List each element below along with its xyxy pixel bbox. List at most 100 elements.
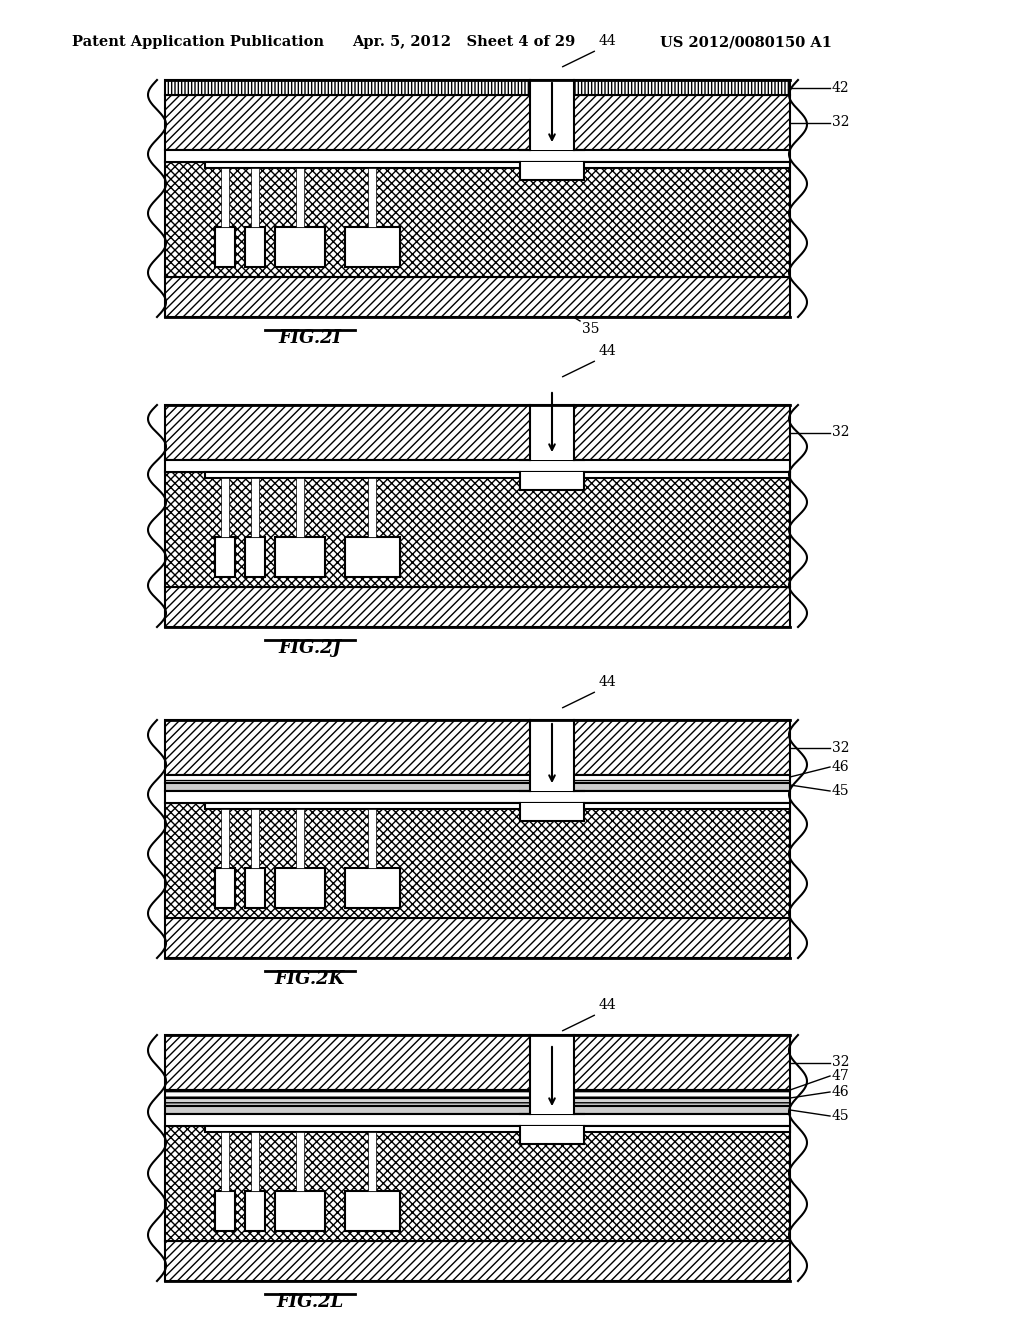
Bar bbox=[165, 775, 790, 783]
Bar bbox=[205, 162, 790, 168]
Bar bbox=[245, 1191, 265, 1232]
Text: 32: 32 bbox=[831, 1056, 850, 1069]
Bar bbox=[165, 1035, 790, 1090]
Bar bbox=[530, 1035, 574, 1114]
Text: Apr. 5, 2012   Sheet 4 of 29: Apr. 5, 2012 Sheet 4 of 29 bbox=[352, 36, 575, 49]
Bar bbox=[165, 917, 790, 958]
Bar bbox=[520, 803, 584, 821]
Bar bbox=[165, 803, 790, 917]
Bar bbox=[165, 405, 790, 459]
Bar bbox=[221, 1133, 229, 1191]
Text: 42: 42 bbox=[831, 81, 850, 95]
Bar bbox=[345, 227, 400, 267]
Bar bbox=[165, 719, 790, 775]
Bar bbox=[245, 537, 265, 577]
Bar bbox=[165, 1126, 790, 1241]
Bar bbox=[296, 168, 304, 227]
Bar bbox=[205, 803, 790, 809]
Bar bbox=[165, 162, 790, 277]
Bar bbox=[165, 162, 790, 277]
Bar bbox=[165, 587, 790, 627]
Bar bbox=[221, 168, 229, 227]
Text: FIG.2J: FIG.2J bbox=[279, 639, 342, 657]
Bar bbox=[221, 809, 229, 869]
Bar bbox=[165, 405, 790, 459]
Bar bbox=[275, 227, 325, 267]
Bar bbox=[165, 1098, 790, 1106]
Bar bbox=[165, 277, 790, 317]
Bar bbox=[368, 478, 376, 537]
Text: 32: 32 bbox=[831, 741, 850, 755]
Bar bbox=[251, 168, 259, 227]
Text: 32: 32 bbox=[831, 425, 850, 440]
Bar bbox=[165, 1035, 790, 1090]
Text: 45: 45 bbox=[831, 1109, 850, 1123]
Text: 35: 35 bbox=[582, 322, 599, 337]
Bar bbox=[345, 537, 400, 577]
Bar bbox=[520, 1126, 584, 1144]
Bar bbox=[275, 1191, 325, 1232]
Bar bbox=[165, 917, 790, 958]
Bar bbox=[165, 783, 790, 791]
Bar bbox=[245, 227, 265, 267]
Text: 45: 45 bbox=[831, 784, 850, 799]
Bar bbox=[530, 405, 574, 459]
Bar bbox=[165, 95, 790, 150]
Bar bbox=[165, 95, 790, 150]
Text: 47: 47 bbox=[831, 1069, 850, 1082]
Bar bbox=[520, 473, 584, 490]
Text: 44: 44 bbox=[599, 345, 616, 358]
Bar bbox=[221, 478, 229, 537]
Bar bbox=[165, 775, 790, 783]
Bar bbox=[165, 587, 790, 627]
Bar bbox=[165, 1090, 790, 1098]
Bar bbox=[275, 869, 325, 908]
Bar bbox=[345, 1191, 400, 1232]
Bar bbox=[215, 227, 234, 267]
Text: 46: 46 bbox=[831, 760, 850, 774]
Bar bbox=[165, 459, 790, 473]
Bar bbox=[165, 1098, 790, 1106]
Bar bbox=[165, 1114, 790, 1126]
Bar bbox=[368, 809, 376, 869]
Text: Patent Application Publication: Patent Application Publication bbox=[72, 36, 324, 49]
Bar bbox=[215, 537, 234, 577]
Bar bbox=[251, 1133, 259, 1191]
Bar bbox=[296, 1133, 304, 1191]
Bar bbox=[251, 478, 259, 537]
Bar bbox=[165, 1241, 790, 1280]
Bar bbox=[345, 869, 400, 908]
Bar bbox=[165, 81, 790, 95]
Bar bbox=[165, 719, 790, 775]
Bar bbox=[165, 1241, 790, 1280]
Bar bbox=[165, 783, 790, 791]
Text: US 2012/0080150 A1: US 2012/0080150 A1 bbox=[660, 36, 831, 49]
Bar bbox=[368, 1133, 376, 1191]
Text: 44: 44 bbox=[599, 675, 616, 689]
Bar bbox=[165, 1106, 790, 1114]
Bar bbox=[530, 719, 574, 791]
Bar bbox=[520, 162, 584, 180]
Bar bbox=[165, 473, 790, 587]
Bar bbox=[205, 473, 790, 478]
Bar bbox=[165, 1126, 790, 1241]
Text: FIG.2L: FIG.2L bbox=[276, 1294, 344, 1311]
Bar bbox=[245, 869, 265, 908]
Text: 32: 32 bbox=[831, 116, 850, 129]
Bar bbox=[530, 81, 574, 150]
Bar bbox=[296, 478, 304, 537]
Bar bbox=[275, 537, 325, 577]
Bar bbox=[165, 791, 790, 803]
Text: 46: 46 bbox=[831, 1085, 850, 1100]
Bar bbox=[165, 150, 790, 162]
Bar bbox=[165, 1106, 790, 1114]
Bar bbox=[165, 81, 790, 95]
Bar bbox=[165, 803, 790, 917]
Bar bbox=[251, 809, 259, 869]
Bar bbox=[165, 473, 790, 587]
Bar bbox=[165, 277, 790, 317]
Text: 44: 44 bbox=[599, 34, 616, 48]
Bar bbox=[368, 168, 376, 227]
Bar bbox=[215, 1191, 234, 1232]
Bar bbox=[205, 1126, 790, 1133]
